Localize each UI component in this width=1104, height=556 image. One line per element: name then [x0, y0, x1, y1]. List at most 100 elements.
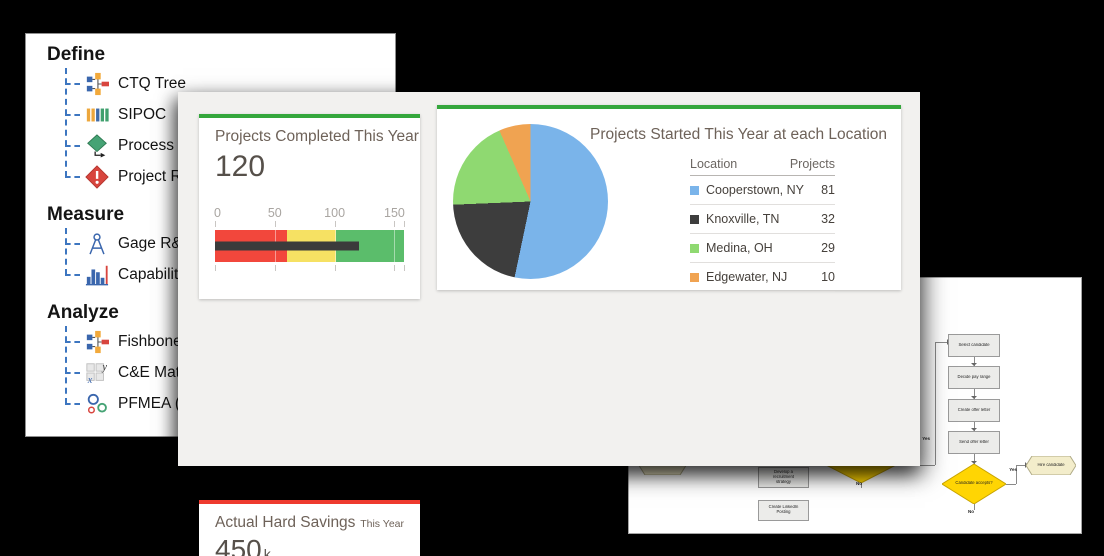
gage-rr-icon	[84, 231, 110, 257]
kpi-card-projects-completed: Projects Completed This Year 120 0 50 100 1…	[199, 114, 420, 299]
tree-branch-line	[65, 82, 80, 85]
tree-branch-line	[65, 340, 80, 343]
card-title: Actual Hard Savings	[215, 514, 356, 531]
axis-tick-label: 0	[213, 206, 221, 220]
sipoc-icon	[84, 102, 110, 128]
tool-item-label: Capability	[118, 265, 187, 283]
legend-header-location: Location	[690, 157, 738, 171]
flow-node-strategy[interactable]: Develop a recruitment strategy	[758, 467, 809, 488]
flow-connector	[935, 342, 948, 343]
tree-branch-line	[65, 273, 80, 276]
flow-node-label: Create offer letter	[957, 407, 991, 413]
tree-branch-line	[65, 113, 80, 116]
pie-card-projects-started: Projects Started This Year at each Locat…	[437, 105, 901, 292]
ce-matrix-icon: y x	[84, 360, 110, 386]
bullet-tick-mark	[404, 221, 405, 227]
legend-header-row: Location Projects	[690, 153, 835, 176]
flow-node-accept[interactable]: Candidate accepts?	[942, 464, 1006, 504]
legend-location-label: Cooperstown, NY	[706, 183, 804, 197]
tree-connector-line	[65, 326, 67, 404]
tool-item-ctq-tree[interactable]: CTQ Tree	[65, 68, 395, 99]
legend-projects-value: 29	[821, 241, 835, 255]
flow-node-label: Decide pay range	[957, 374, 991, 380]
legend-location-label: Medina, OH	[706, 241, 773, 255]
section-header: Analyze	[47, 302, 119, 323]
tree-connector-line	[65, 228, 67, 275]
flow-node-label: Hire candidate	[1037, 462, 1065, 468]
card-badge: This Year	[360, 518, 404, 530]
legend-projects-value: 10	[821, 270, 835, 284]
legend-row: Cooperstown, NY 81	[690, 176, 835, 205]
flow-connector	[974, 389, 975, 399]
edge-label-no: No	[968, 509, 974, 515]
bullet-tick-mark	[215, 221, 216, 227]
process-map-icon	[84, 133, 110, 159]
tool-item-label: SIPOC	[118, 105, 167, 123]
flow-node-send[interactable]: Send offer letter	[948, 431, 1000, 454]
flow-connector	[861, 483, 862, 488]
bullet-gridline	[394, 230, 396, 262]
flow-node-label: Select candidate	[958, 342, 990, 348]
tool-item-capability[interactable]: Capability	[65, 259, 395, 290]
flow-connector	[974, 504, 975, 510]
bullet-tick-mark	[394, 221, 396, 227]
legend-swatch	[690, 185, 699, 195]
legend-swatch	[690, 214, 699, 224]
kpi-value: 450 k	[215, 534, 271, 556]
flow-node-select[interactable]: Select candidate	[948, 334, 1000, 357]
bullet-measure-bar	[215, 241, 359, 251]
legend-swatch	[690, 243, 699, 253]
arrowhead-icon	[971, 428, 977, 434]
flow-connector	[974, 422, 975, 431]
project-risk-icon	[84, 164, 110, 190]
svg-text:y: y	[102, 362, 108, 373]
legend-location-label: Edgewater, NJ	[706, 270, 788, 284]
axis-tick-label: 50	[267, 206, 282, 220]
tool-item-fishbone[interactable]: Fishbone	[65, 326, 395, 357]
flow-connector	[1016, 465, 1017, 484]
flow-node-pay[interactable]: Decide pay range	[948, 366, 1000, 389]
flow-node-label: Send offer letter	[959, 439, 989, 445]
legend-location-label: Knoxville, TN	[706, 212, 780, 226]
bullet-axis: 0 50 100 150	[213, 206, 405, 221]
kpi-value: 120	[215, 150, 266, 183]
arrowhead-icon	[971, 396, 977, 402]
tool-item-label: CTQ Tree	[118, 74, 187, 92]
pie-legend: Location Projects Cooperstown, NY 81 Knoxv…	[690, 153, 835, 292]
flow-connector	[974, 454, 975, 464]
dashboard-panel: Projects Completed This Year 120 0 50 100 1…	[178, 92, 920, 556]
bullet-tick-mark	[334, 221, 336, 227]
bullet-tick-mark	[334, 265, 336, 271]
bullet-tick-mark	[215, 265, 216, 271]
flow-node-offer[interactable]: Create offer letter	[948, 399, 1000, 422]
legend-row: Edgewater, NJ 10	[690, 263, 835, 292]
legend-projects-value: 32	[821, 212, 835, 226]
fishbone-icon	[84, 329, 110, 355]
tree-branch-line	[65, 371, 80, 374]
tool-item-sipoc[interactable]: SIPOC	[65, 99, 395, 130]
tree-connector-line	[65, 68, 67, 177]
bullet-tick-mark	[404, 265, 405, 271]
legend-swatch	[690, 272, 699, 282]
bullet-tick-mark	[274, 265, 276, 271]
bullet-chart	[215, 221, 405, 271]
bullet-tick-mark	[394, 265, 396, 271]
flow-connector	[974, 357, 975, 366]
tool-item-c-e-matrix[interactable]: y x C&E Matrix	[65, 357, 395, 388]
tree-branch-line	[65, 175, 80, 178]
flow-connector	[1006, 484, 1016, 485]
tool-item-gage-r-r[interactable]: Gage R&R	[65, 228, 395, 259]
ctq-tree-icon	[84, 71, 110, 97]
flow-node-posting[interactable]: Create LinkedIn Posting	[758, 500, 809, 521]
tree-branch-line	[65, 144, 80, 147]
flow-node-label: Candidate accepts?	[955, 481, 993, 486]
legend-row: Knoxville, TN 32	[690, 205, 835, 234]
flow-connector	[935, 342, 936, 465]
flow-node-label: Develop a recruitment strategy	[772, 469, 794, 485]
flow-node-hire[interactable]: Hire candidate	[1026, 456, 1076, 475]
tool-item-label: Gage R&R	[118, 234, 193, 252]
axis-tick-label: 100	[324, 206, 346, 220]
legend-row: Medina, OH 29	[690, 234, 835, 263]
capability-icon	[84, 262, 110, 288]
